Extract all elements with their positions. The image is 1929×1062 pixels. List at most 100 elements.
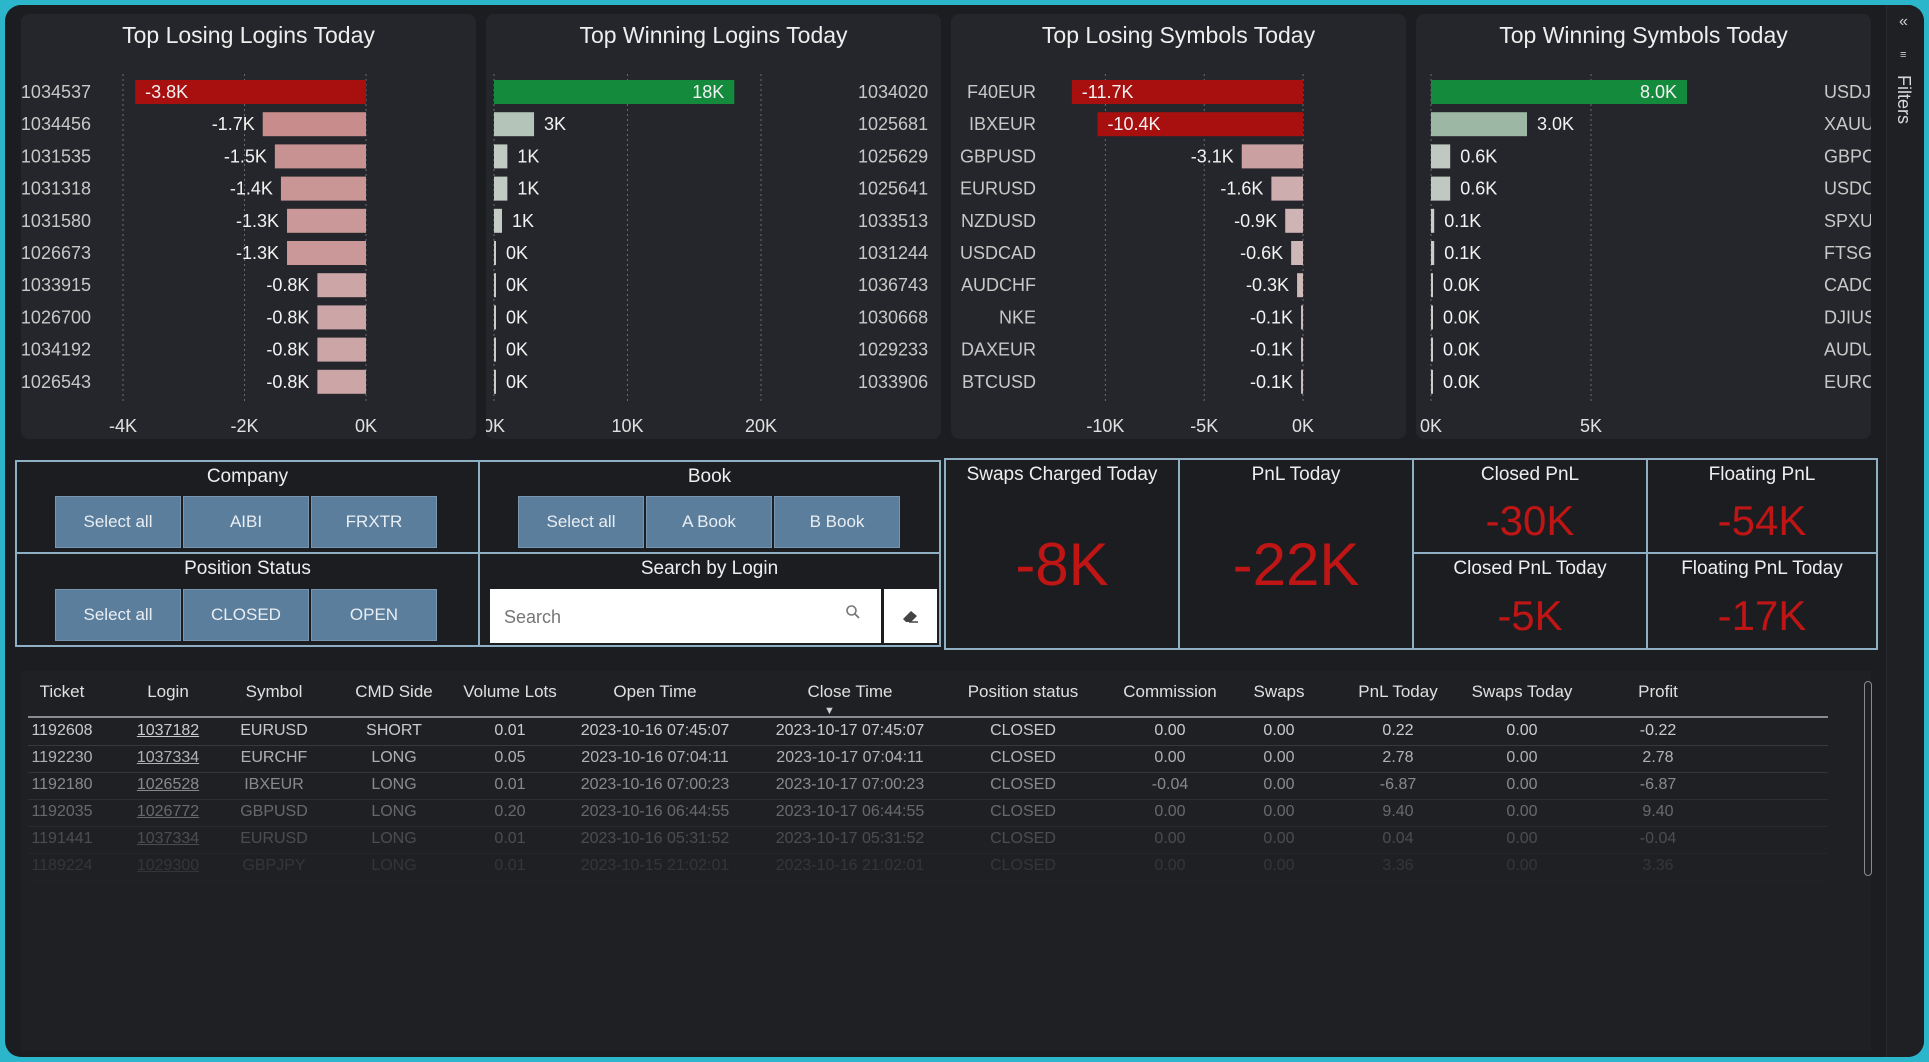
column-header[interactable]: Commission — [1123, 682, 1217, 701]
table-cell: 0.00 — [1154, 749, 1186, 766]
category-label: GBPUSD — [960, 146, 1036, 166]
company-select-all-button[interactable]: Select all — [55, 496, 181, 548]
table-row[interactable]: 1192608 1037182 EURUSD SHORT 0.01 2023-10-16 … — [28, 718, 1828, 745]
company-aibi-button[interactable]: AIBI — [183, 496, 309, 548]
table-cell: 2023-10-16 06:44:55 — [580, 803, 730, 820]
bar — [1097, 112, 1303, 137]
table-row[interactable]: 1192230 1037334 EURCHF LONG 0.05 2023-10-16 0… — [28, 745, 1828, 772]
table-row[interactable]: 1189224 1029300 GBPJPY LONG 0.01 2023-10-15 2… — [28, 853, 1828, 880]
value-label: 0K — [506, 340, 528, 360]
table-cell: 0.00 — [1506, 857, 1538, 874]
status-open-button[interactable]: OPEN — [311, 589, 437, 641]
table-cell: 1191441 — [31, 830, 93, 847]
table-cell: 0.00 — [1154, 830, 1186, 847]
login-link[interactable]: 1037334 — [136, 749, 200, 766]
filters-sidebar[interactable]: « ≡ Filters — [1886, 5, 1924, 1057]
login-link[interactable]: 1037182 — [136, 722, 200, 739]
value-label: -1.4K — [230, 179, 273, 199]
book-select-all-button[interactable]: Select all — [518, 496, 644, 548]
a-book-button[interactable]: A Book — [646, 496, 772, 548]
b-book-button[interactable]: B Book — [774, 496, 900, 548]
kpi-title: Floating PnL — [1708, 464, 1816, 485]
table-cell: 0.20 — [494, 803, 526, 820]
column-header[interactable]: Position status — [967, 682, 1079, 701]
kpi-value: -22K — [1232, 531, 1360, 598]
column-header[interactable]: Swaps Today — [1471, 682, 1573, 701]
table-cell: 1192180 — [31, 776, 93, 793]
value-label: 1K — [517, 179, 539, 199]
column-header[interactable]: Open Time — [613, 682, 697, 701]
table-cell: LONG — [371, 749, 417, 766]
column-header[interactable]: Close Time — [807, 682, 893, 701]
value-label: -1.3K — [236, 243, 279, 263]
value-label: 0K — [506, 275, 528, 295]
table-row[interactable]: 1192035 1026772 GBPUSD LONG 0.20 2023-10-16 0… — [28, 799, 1828, 826]
table-cell: 0.00 — [1263, 803, 1295, 820]
table-cell: LONG — [371, 776, 417, 793]
category-label: FTSGBP — [1824, 243, 1871, 263]
company-frxtr-button[interactable]: FRXTR — [311, 496, 437, 548]
tick-label: -5K — [1190, 416, 1218, 436]
row-divider — [28, 799, 1828, 800]
chevron-left-icon[interactable]: « — [1899, 13, 1908, 30]
table-cell: 1192608 — [31, 722, 93, 739]
value-label: 1K — [512, 211, 534, 231]
category-label: EURCAD — [1824, 372, 1871, 392]
login-link[interactable]: 1037334 — [136, 830, 200, 847]
category-label: DJIUSD — [1824, 307, 1871, 327]
clear-search-button[interactable] — [884, 589, 937, 643]
closed-pnl-today-kpi: Closed PnL Today -5K — [1412, 552, 1648, 650]
table-cell: 2023-10-17 07:45:07 — [775, 722, 925, 739]
kpi-title: Closed PnL — [1480, 464, 1580, 485]
bar — [494, 337, 496, 362]
table-cell: CLOSED — [990, 830, 1056, 847]
table-cell: -6.87 — [1379, 776, 1417, 793]
row-divider — [28, 826, 1828, 827]
table-cell: 0.00 — [1506, 776, 1538, 793]
company-filter-title: Company — [206, 466, 289, 487]
value-label: 0.0K — [1443, 340, 1480, 360]
table-cell: 2023-10-17 07:04:11 — [776, 749, 924, 766]
column-header[interactable]: Volume Lots — [463, 682, 557, 701]
status-closed-button[interactable]: CLOSED — [183, 589, 309, 641]
sort-desc-icon[interactable]: ▼ — [824, 705, 835, 717]
bar — [494, 305, 496, 330]
table-cell: 0.00 — [1506, 722, 1538, 739]
table-cell: CLOSED — [990, 857, 1056, 874]
column-header[interactable]: Profit — [1638, 682, 1678, 701]
table-cell: CLOSED — [990, 776, 1056, 793]
table-cell: 3.36 — [1642, 857, 1674, 874]
category-label: 1034020 — [858, 82, 928, 102]
column-header[interactable]: CMD Side — [355, 682, 433, 701]
table-cell: -6.87 — [1639, 776, 1677, 793]
category-label: AUDCHF — [961, 275, 1036, 295]
column-header[interactable]: Ticket — [39, 682, 85, 701]
search-icon[interactable] — [845, 604, 861, 620]
status-select-all-button[interactable]: Select all — [55, 589, 181, 641]
login-link[interactable]: 1026528 — [136, 776, 200, 793]
table-scrollbar[interactable] — [1864, 681, 1872, 876]
value-label: -10.4K — [1107, 114, 1160, 134]
column-header[interactable]: Swaps — [1253, 682, 1305, 701]
row-divider — [28, 772, 1828, 773]
bar — [1071, 80, 1303, 104]
column-header[interactable]: Login — [147, 682, 189, 701]
filters-label[interactable]: Filters — [1894, 75, 1914, 124]
table-row[interactable]: 1191441 1037334 EURUSD LONG 0.01 2023-10-16 0… — [28, 826, 1828, 853]
login-link[interactable]: 1026772 — [136, 803, 200, 820]
value-label: 0.6K — [1460, 146, 1497, 166]
table-row[interactable]: 1192180 1026528 IBXEUR LONG 0.01 2023-10-16 0… — [28, 772, 1828, 799]
table-cell: 0.05 — [494, 749, 526, 766]
kpi-value: -30K — [1485, 497, 1575, 544]
top-losing-logins-chart: Top Losing Logins Today -4K -2K 0K 1034537-… — [21, 14, 476, 439]
column-header[interactable]: PnL Today — [1358, 682, 1438, 701]
login-link[interactable]: 1029300 — [136, 857, 200, 874]
bar — [1431, 369, 1433, 394]
category-label: USDCAD — [960, 243, 1036, 263]
table-cell: 0.01 — [494, 830, 526, 847]
search-input[interactable] — [490, 589, 846, 645]
value-label: -0.8K — [266, 340, 309, 360]
column-header[interactable]: Symbol — [245, 682, 303, 701]
table-cell: GBPJPY — [242, 857, 306, 874]
table-cell: 2023-10-17 07:00:23 — [775, 776, 925, 793]
